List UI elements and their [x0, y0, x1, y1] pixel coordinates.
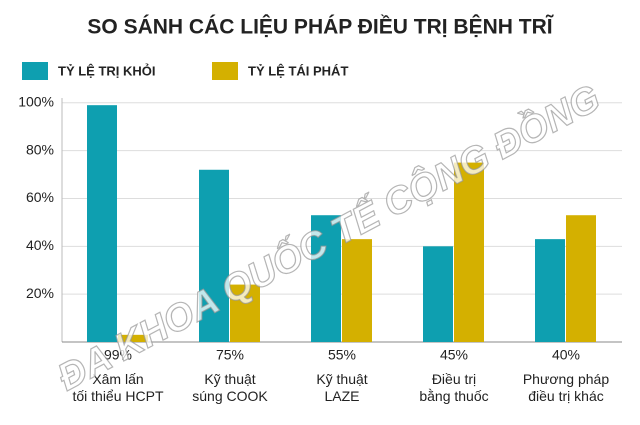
bar	[566, 215, 596, 342]
bar	[342, 239, 372, 342]
x-tick-label: Kỹ thuật súng COOK	[192, 371, 268, 404]
legend-label: TỶ LỆ TRỊ KHỎI	[58, 63, 156, 78]
x-tick-label: Kỹ thuật LAZE	[316, 371, 367, 404]
bar	[230, 284, 260, 342]
x-tick-label: Điều trị bằng thuốc	[419, 371, 488, 404]
legend-swatch	[22, 62, 48, 80]
x-tick-label: Xâm lấn tối thiểu HCPT	[72, 371, 163, 404]
category-rate: 40%	[552, 347, 580, 363]
bar	[118, 334, 148, 342]
y-tick-label: 80%	[26, 141, 54, 157]
y-tick-label: 60%	[26, 189, 54, 205]
legend-swatch	[212, 62, 238, 80]
bar	[423, 246, 453, 342]
y-tick-label: 100%	[18, 93, 54, 109]
bar	[311, 215, 341, 342]
bar	[87, 105, 117, 342]
category-rate: 75%	[216, 347, 244, 363]
bar	[454, 162, 484, 342]
legend-label: TỶ LỆ TÁI PHÁT	[248, 63, 348, 78]
bar	[199, 169, 229, 342]
bar	[535, 239, 565, 342]
chart-title: SO SÁNH CÁC LIỆU PHÁP ĐIỀU TRỊ BỆNH TRĨ	[87, 15, 553, 39]
category-rate: 45%	[440, 347, 468, 363]
y-tick-label: 20%	[26, 285, 54, 301]
category-rate: 99%	[104, 347, 132, 363]
x-tick-label: Phương pháp điều trị khác	[523, 371, 609, 404]
category-rate: 55%	[328, 347, 356, 363]
y-tick-label: 40%	[26, 237, 54, 253]
